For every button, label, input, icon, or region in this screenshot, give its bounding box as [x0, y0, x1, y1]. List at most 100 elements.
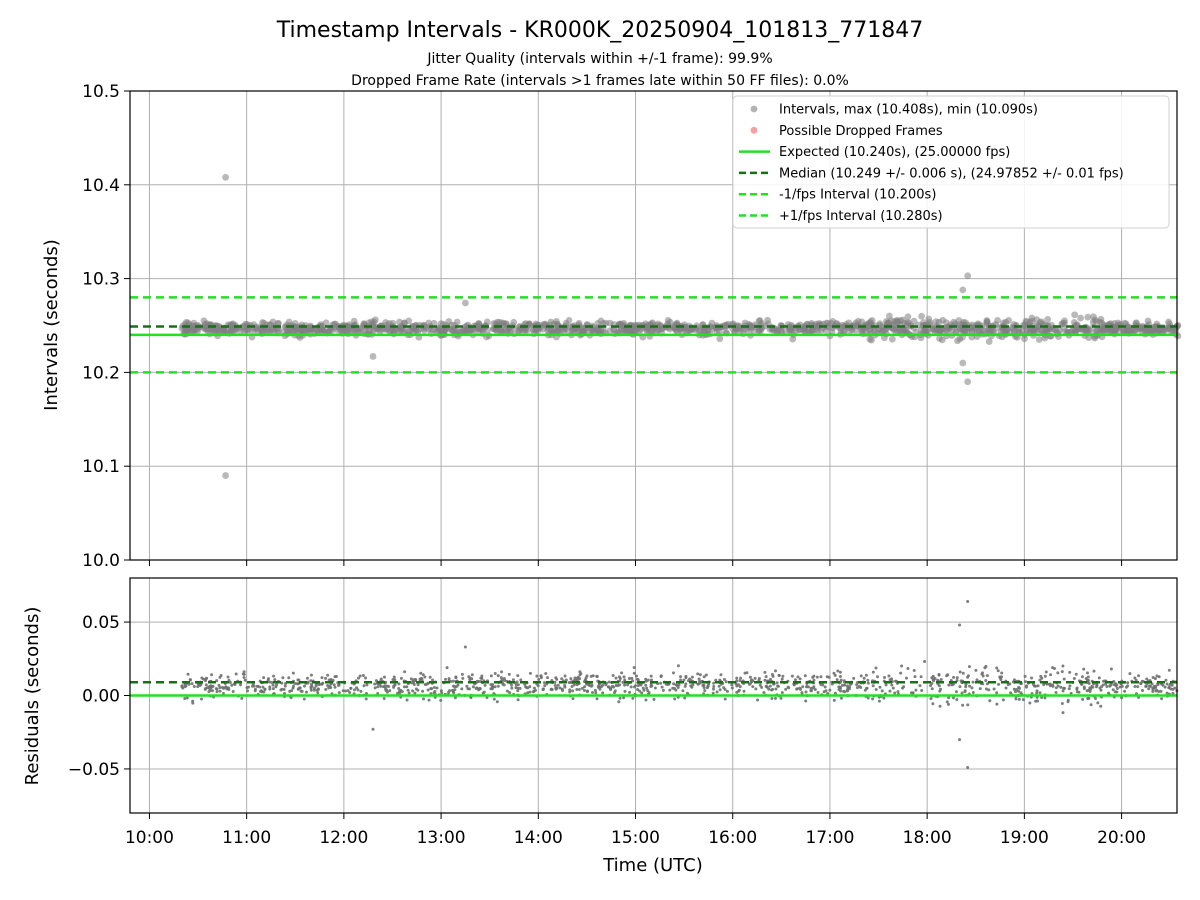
data-point: [775, 681, 779, 685]
data-point: [971, 680, 975, 684]
data-point: [696, 682, 700, 686]
data-point: [640, 691, 644, 695]
data-point: [492, 697, 496, 701]
data-point: [840, 683, 844, 687]
data-point: [1038, 691, 1042, 695]
data-point: [1072, 677, 1076, 681]
data-point: [288, 689, 292, 693]
data-point: [200, 676, 204, 680]
data-point: [242, 670, 246, 674]
data-point: [528, 671, 532, 675]
data-point: [838, 686, 842, 690]
data-point: [1139, 682, 1143, 686]
data-point: [599, 685, 603, 689]
data-point: [450, 326, 457, 334]
data-point: [555, 677, 559, 681]
data-point: [1000, 319, 1007, 327]
data-point: [516, 689, 520, 693]
data-point: [572, 683, 576, 687]
data-point: [679, 678, 683, 682]
data-point: [309, 679, 313, 683]
data-point: [365, 683, 369, 687]
data-point: [890, 683, 894, 687]
y-tick-label: 10.3: [82, 270, 120, 290]
x-axis-label: Time (UTC): [602, 855, 703, 876]
data-point: [833, 691, 837, 695]
data-point: [314, 684, 318, 688]
data-point: [1070, 318, 1078, 326]
data-point: [526, 691, 530, 695]
data-point: [482, 690, 486, 694]
data-point: [1073, 326, 1080, 334]
data-point: [815, 675, 819, 679]
data-point: [1061, 319, 1068, 327]
data-point: [456, 683, 460, 687]
legend-entry: Possible Dropped Frames: [779, 124, 943, 139]
data-point: [267, 321, 274, 329]
data-point: [546, 676, 550, 680]
data-point: [865, 687, 869, 691]
data-point: [444, 677, 448, 681]
data-point: [942, 319, 950, 327]
data-point: [370, 327, 378, 335]
data-point: [750, 328, 758, 335]
data-point: [180, 685, 184, 689]
data-point: [649, 684, 653, 688]
data-point: [698, 673, 702, 677]
data-point: [606, 685, 610, 689]
data-point: [516, 683, 520, 687]
data-point: [590, 690, 594, 694]
data-point: [421, 689, 425, 693]
data-point: [784, 687, 788, 691]
data-point: [190, 682, 194, 686]
data-point: [578, 673, 582, 677]
data-point: [371, 727, 375, 731]
data-point: [1077, 314, 1084, 322]
data-point: [1157, 675, 1161, 679]
data-point: [496, 674, 500, 678]
data-point: [491, 685, 495, 689]
data-point: [812, 678, 816, 682]
data-point: [242, 672, 246, 676]
data-point: [1035, 691, 1039, 695]
data-point: [918, 312, 925, 320]
data-point: [1109, 667, 1113, 671]
data-point: [958, 685, 962, 689]
data-point: [382, 675, 386, 679]
data-point: [1061, 711, 1065, 715]
data-point: [866, 696, 870, 700]
data-point: [320, 676, 324, 680]
data-point: [902, 326, 910, 334]
data-point: [1085, 671, 1089, 675]
data-point: [183, 685, 187, 689]
data-point: [780, 677, 784, 681]
data-point: [218, 689, 222, 693]
data-point: [644, 683, 648, 687]
data-point: [560, 677, 564, 681]
data-point: [874, 666, 878, 670]
data-point: [762, 690, 766, 694]
data-point: [718, 688, 722, 692]
data-point: [900, 664, 904, 668]
data-point: [671, 323, 679, 331]
data-point: [798, 686, 802, 690]
data-point: [723, 688, 727, 692]
data-point: [411, 689, 415, 693]
data-point: [344, 689, 348, 693]
data-point: [672, 682, 676, 686]
data-point: [887, 674, 891, 678]
data-point: [706, 323, 714, 331]
data-point: [712, 681, 716, 685]
data-point: [773, 669, 777, 673]
data-point: [204, 683, 208, 687]
data-point: [929, 684, 933, 688]
data-point: [402, 685, 406, 689]
data-point: [1099, 688, 1103, 692]
data-point: [1098, 686, 1102, 690]
data-point: [420, 326, 428, 334]
data-point: [671, 671, 675, 675]
data-point: [827, 320, 835, 327]
data-point: [644, 698, 648, 702]
data-point: [753, 676, 757, 680]
data-point: [1160, 697, 1164, 701]
